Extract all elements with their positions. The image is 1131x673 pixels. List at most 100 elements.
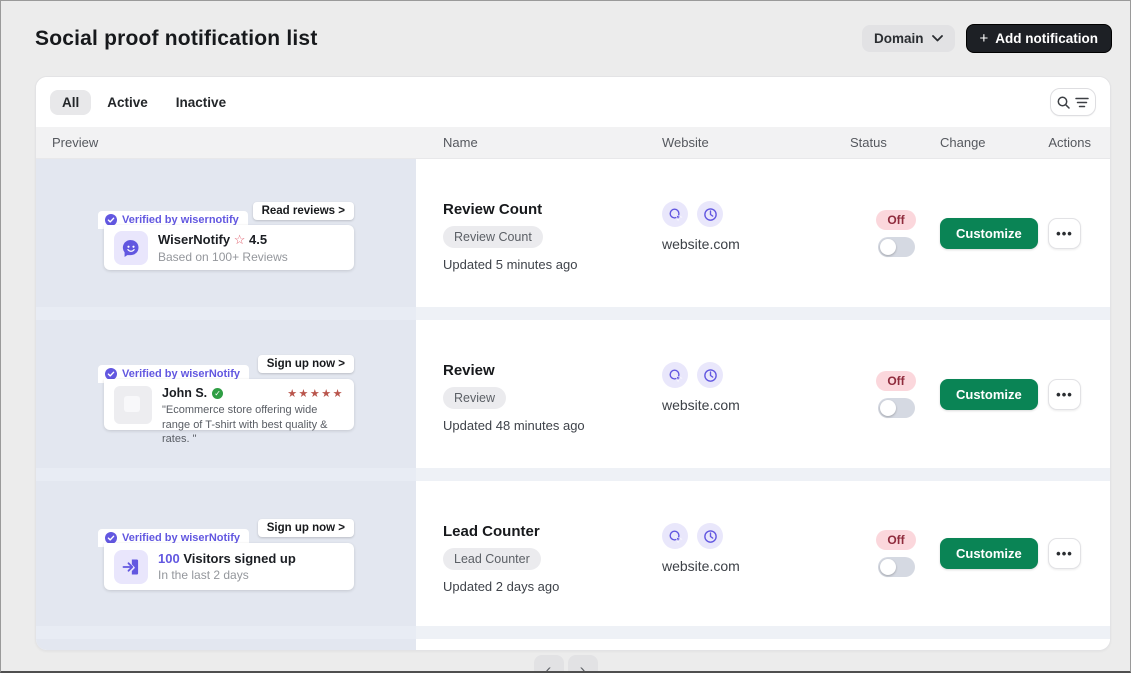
partial-next-row [36,639,1110,650]
reviewer-photo-placeholder [114,386,152,424]
sign-up-now-button[interactable]: Sign up now > [257,519,354,537]
notification-name: Lead Counter [443,523,540,540]
preview-review: Sign up now > Verified by wiserNotify Jo… [36,320,416,468]
customize-button[interactable]: Customize [940,378,1038,410]
type-tag: Review Count [443,226,543,248]
preview-subtitle: In the last 2 days [158,568,249,582]
column-header-name: Name [443,135,478,150]
verified-label: Verified by wisernotify [122,214,239,226]
read-reviews-button[interactable]: Read reviews > [252,202,354,220]
sign-in-door-icon [114,549,148,584]
tab-active[interactable]: Active [95,90,160,115]
list-toolbar: All Active Inactive [36,77,1110,127]
reviewer-line: John S. ✓ ★★★★★ [162,386,344,400]
clock-icon[interactable] [697,523,723,549]
domain-dropdown-label: Domain [873,31,924,46]
customize-button[interactable]: Customize [940,217,1038,249]
row-separator [36,468,1110,481]
more-actions-button[interactable]: ••• [1048,217,1081,249]
row-content: Review Review Updated 48 minutes ago web… [416,320,1110,468]
preview-review-count: Read reviews > Verified by wisernotify W… [36,159,416,307]
customize-button[interactable]: Customize [940,538,1038,569]
click-tracking-icon[interactable] [662,362,688,388]
click-tracking-icon[interactable] [662,523,688,549]
verified-badge: Verified by wiserNotify [98,529,249,547]
filter-tabs: All Active Inactive [50,89,238,115]
status-toggle[interactable] [877,557,915,577]
website-cell: website.com [662,481,850,626]
tab-inactive[interactable]: Inactive [164,90,238,115]
verified-label: Verified by wiserNotify [122,368,240,380]
change-cell: Customize [940,320,1048,468]
column-header-preview: Preview [52,135,99,150]
add-notification-button[interactable]: + Add notification [965,24,1112,53]
more-actions-button[interactable]: ••• [1048,538,1081,569]
header-actions: Domain + Add notification [861,24,1112,53]
visitors-headline: Visitors signed up [183,551,296,566]
row-content: Lead Counter Lead Counter Updated 2 days… [416,481,1110,626]
preview-title: 100 Visitors signed up [158,551,296,566]
partial-content-cell [416,639,1110,650]
status-toggle[interactable] [877,236,915,257]
clock-icon[interactable] [697,362,723,388]
click-tracking-icon[interactable] [662,201,688,227]
type-tag: Lead Counter [443,548,541,570]
star-icon: ☆ [233,231,246,247]
change-cell: Customize [940,481,1048,626]
tab-all[interactable]: All [50,89,92,115]
status-badge: Off [876,530,916,550]
website-icons [662,523,850,549]
toggle-knob [879,399,896,416]
column-header-status: Status [850,135,887,150]
website-url: website.com [662,236,740,252]
website-cell: website.com [662,159,850,307]
notification-name: Review Count [443,201,543,218]
verified-check-icon [105,532,117,544]
website-cell: website.com [662,320,850,468]
website-url: website.com [662,397,740,413]
verified-badge: Verified by wiserNotify [98,365,249,383]
chevron-down-icon [931,35,943,42]
status-badge: Off [876,209,916,230]
sign-up-now-button[interactable]: Sign up now > [257,355,354,373]
review-source-icon: ✓ [212,387,224,399]
row-separator [36,307,1110,320]
more-actions-button[interactable]: ••• [1048,378,1081,410]
table-row: Sign up now > Verified by wiserNotify 10… [36,481,1110,626]
clock-icon[interactable] [697,201,723,227]
preview-text-block: WiserNotify ☆ 4.5 Based on 100+ Reviews [158,232,288,264]
filter-icon [1075,97,1089,108]
status-cell: Off [858,481,934,626]
reviewer-name: John S. [162,386,208,400]
column-header-actions: Actions [1048,135,1091,150]
visitor-count: 100 [158,551,180,566]
search-filter-button[interactable] [1050,88,1096,116]
row-content: Review Count Review Count Updated 5 minu… [416,159,1110,307]
domain-dropdown[interactable]: Domain [861,25,955,52]
next-page-button[interactable]: › [567,655,598,671]
notification-preview-card: 100 Visitors signed up In the last 2 day… [104,543,354,590]
website-icons [662,362,850,388]
notification-list-card: All Active Inactive Preview Name Website… [35,76,1111,651]
table-row: Sign up now > Verified by wiserNotify Jo… [36,320,1110,468]
pagination: ‹ › [1,655,1130,671]
column-header-change: Change [940,135,986,150]
verified-label: Verified by wiserNotify [122,532,240,544]
verified-check-icon [105,214,117,226]
status-toggle[interactable] [877,397,915,418]
updated-text: Updated 2 days ago [443,579,560,594]
chat-smiley-icon [114,230,148,265]
name-cell: Lead Counter Lead Counter Updated 2 days… [416,481,662,626]
toggle-knob [879,238,896,255]
preview-title: WiserNotify ☆ 4.5 [158,232,288,248]
previous-page-button[interactable]: ‹ [533,655,564,671]
website-icons [662,201,850,227]
updated-text: Updated 48 minutes ago [443,418,585,433]
type-tag: Review [443,387,506,409]
change-cell: Customize [940,159,1048,307]
actions-cell: ••• [1048,481,1110,626]
notification-name: Review [443,362,495,379]
actions-cell: ••• [1048,320,1110,468]
notification-preview-card: John S. ✓ ★★★★★ "Ecommerce store offerin… [104,379,354,445]
